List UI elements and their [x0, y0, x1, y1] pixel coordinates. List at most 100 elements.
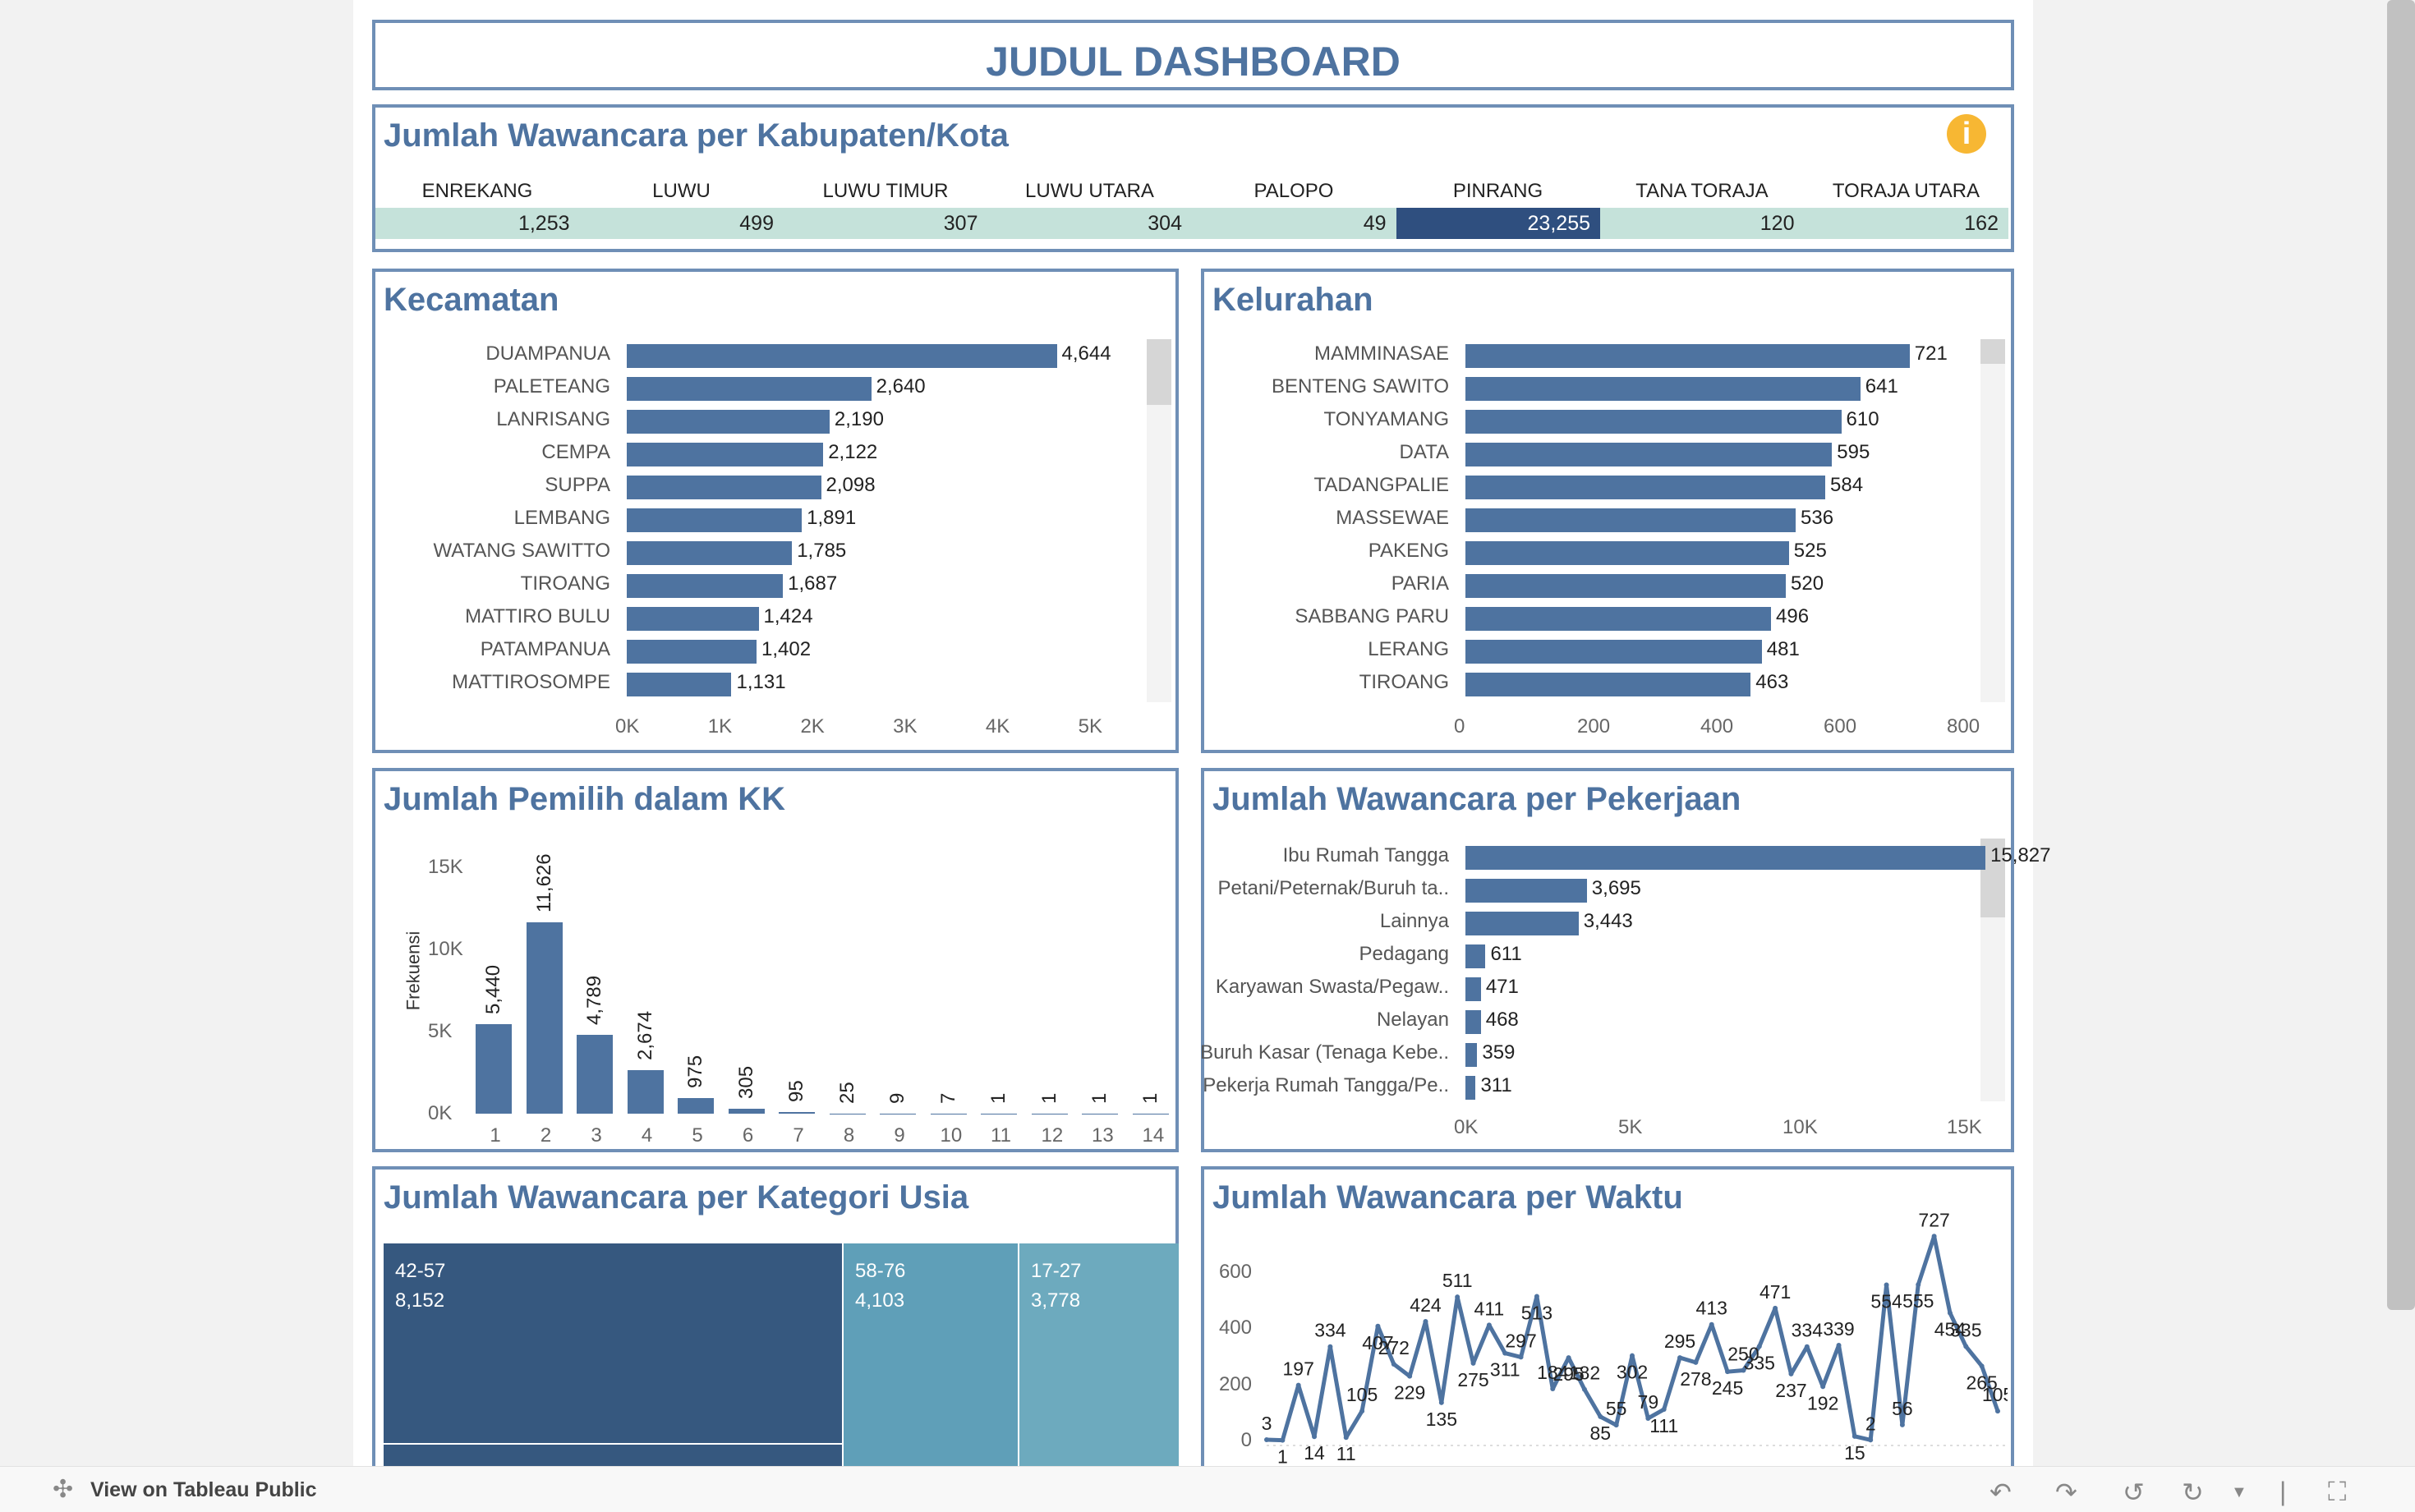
- data-point[interactable]: [1581, 1386, 1587, 1392]
- data-point[interactable]: [1391, 1361, 1396, 1367]
- histogram-bar[interactable]: [526, 922, 563, 1114]
- data-point[interactable]: [1359, 1409, 1365, 1414]
- treemap-cell-42-57[interactable]: 42-57 8,152: [384, 1243, 842, 1443]
- data-point[interactable]: [1343, 1435, 1349, 1441]
- bar[interactable]: [1465, 912, 1579, 935]
- treemap-cell-17-27[interactable]: 17-27 3,778: [1019, 1243, 1179, 1482]
- fullscreen-icon[interactable]: ⛶: [2328, 1477, 2347, 1506]
- data-point[interactable]: [1931, 1234, 1937, 1239]
- bar[interactable]: [1465, 443, 1833, 466]
- data-point[interactable]: [1550, 1386, 1556, 1392]
- data-point[interactable]: [1598, 1413, 1603, 1419]
- histogram-bar[interactable]: [476, 1024, 512, 1114]
- redo-icon[interactable]: ↷: [2055, 1478, 2077, 1507]
- bar[interactable]: [1465, 673, 1751, 696]
- bar[interactable]: [627, 673, 732, 696]
- data-point[interactable]: [1502, 1350, 1508, 1356]
- data-point[interactable]: [1963, 1344, 1969, 1349]
- bar[interactable]: [627, 640, 757, 664]
- data-point[interactable]: [1741, 1367, 1746, 1373]
- data-point[interactable]: [1947, 1310, 1953, 1316]
- bar[interactable]: [1465, 541, 1789, 565]
- bar[interactable]: [627, 410, 830, 434]
- bar[interactable]: [1465, 607, 1771, 631]
- kabupaten-value-cell[interactable]: 499: [579, 208, 784, 239]
- data-point[interactable]: [1693, 1359, 1699, 1365]
- kabupaten-value-cell[interactable]: 307: [784, 208, 988, 239]
- bar[interactable]: [627, 574, 784, 598]
- refresh-menu-chevron-down-icon[interactable]: ▼: [2231, 1483, 2247, 1501]
- data-point[interactable]: [1280, 1437, 1286, 1443]
- data-point[interactable]: [1836, 1343, 1842, 1349]
- kecamatan-scrollbar[interactable]: [1147, 339, 1171, 702]
- kecamatan-scroll-thumb[interactable]: [1147, 339, 1171, 405]
- refresh-icon[interactable]: ↻: [2182, 1478, 2204, 1507]
- data-point[interactable]: [1534, 1294, 1539, 1299]
- data-point[interactable]: [1438, 1399, 1444, 1405]
- bar[interactable]: [1465, 977, 1481, 1001]
- bar[interactable]: [627, 377, 872, 401]
- kabupaten-value-cell[interactable]: 120: [1600, 208, 1805, 239]
- kelurahan-scrollbar[interactable]: [1980, 339, 2005, 702]
- histogram-bar[interactable]: [779, 1112, 815, 1114]
- kabupaten-value-cell[interactable]: 304: [987, 208, 1192, 239]
- data-point[interactable]: [1916, 1282, 1921, 1288]
- info-icon[interactable]: i: [1947, 114, 1986, 154]
- bar[interactable]: [1465, 377, 1861, 401]
- data-point[interactable]: [1709, 1321, 1714, 1327]
- data-point[interactable]: [1312, 1434, 1318, 1440]
- bar[interactable]: [1465, 344, 1910, 368]
- data-point[interactable]: [1327, 1344, 1333, 1349]
- data-point[interactable]: [1423, 1318, 1428, 1324]
- bar[interactable]: [627, 344, 1057, 368]
- data-point[interactable]: [1773, 1305, 1778, 1311]
- data-point[interactable]: [1630, 1353, 1635, 1358]
- bar[interactable]: [1465, 1010, 1481, 1034]
- data-point[interactable]: [1725, 1369, 1731, 1375]
- histogram-bar[interactable]: [678, 1097, 714, 1114]
- data-point[interactable]: [1995, 1409, 2000, 1414]
- data-point[interactable]: [1756, 1344, 1762, 1349]
- bar[interactable]: [1465, 1043, 1478, 1067]
- bar[interactable]: [1465, 846, 1986, 870]
- bar[interactable]: [627, 476, 821, 499]
- data-point[interactable]: [1613, 1422, 1619, 1428]
- bar[interactable]: [1465, 1076, 1476, 1100]
- histogram-bar[interactable]: [627, 1069, 664, 1114]
- data-point[interactable]: [1264, 1436, 1269, 1442]
- kabupaten-value-cell[interactable]: 23,255: [1396, 208, 1600, 239]
- histogram-bar[interactable]: [728, 1108, 765, 1114]
- data-point[interactable]: [1566, 1355, 1571, 1361]
- page-scrollbar[interactable]: [2387, 0, 2415, 1310]
- data-point[interactable]: [1407, 1373, 1413, 1379]
- kelurahan-scroll-thumb[interactable]: [1980, 339, 2005, 364]
- data-point[interactable]: [1884, 1282, 1889, 1288]
- data-point[interactable]: [1295, 1382, 1301, 1388]
- data-point[interactable]: [1470, 1360, 1476, 1366]
- undo-icon[interactable]: ↶: [1990, 1478, 2012, 1507]
- view-on-tableau-link[interactable]: View on Tableau Public: [90, 1478, 317, 1501]
- data-point[interactable]: [1486, 1322, 1492, 1328]
- data-point[interactable]: [1518, 1354, 1524, 1360]
- bar[interactable]: [1465, 944, 1486, 968]
- data-point[interactable]: [1788, 1371, 1794, 1376]
- data-point[interactable]: [1804, 1344, 1810, 1349]
- data-point[interactable]: [1455, 1294, 1460, 1300]
- kabupaten-value-cell[interactable]: 49: [1192, 208, 1396, 239]
- treemap-cell-58-76[interactable]: 58-76 4,103: [844, 1243, 1018, 1482]
- revert-icon[interactable]: ↺: [2123, 1478, 2145, 1507]
- kabupaten-value-cell[interactable]: 162: [1804, 208, 2008, 239]
- data-point[interactable]: [1868, 1437, 1874, 1443]
- data-point[interactable]: [1899, 1422, 1905, 1427]
- bar[interactable]: [1465, 574, 1786, 598]
- bar[interactable]: [1465, 879, 1587, 903]
- bar[interactable]: [627, 443, 824, 466]
- bar[interactable]: [627, 541, 793, 565]
- data-point[interactable]: [1661, 1407, 1667, 1413]
- bar[interactable]: [1465, 410, 1842, 434]
- pekerjaan-scrollbar[interactable]: [1980, 839, 2005, 1101]
- data-point[interactable]: [1375, 1323, 1381, 1329]
- bar[interactable]: [1465, 640, 1762, 664]
- bar[interactable]: [1465, 476, 1825, 499]
- data-point[interactable]: [1979, 1363, 1985, 1369]
